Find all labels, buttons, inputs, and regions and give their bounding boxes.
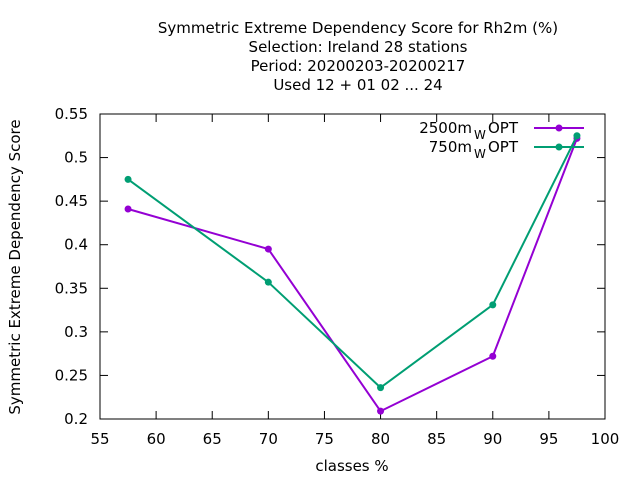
title-line-2: Selection: Ireland 28 stations [249, 38, 468, 56]
y-tick-label: 0.4 [64, 236, 88, 254]
data-point [489, 301, 497, 309]
x-axis-label: classes % [315, 457, 388, 475]
x-tick-label: 80 [371, 430, 390, 448]
x-tick-label: 65 [203, 430, 222, 448]
legend-name-sub: W [474, 128, 486, 142]
data-point [489, 352, 497, 360]
series-1 [124, 134, 581, 415]
x-tick-label: 75 [315, 430, 334, 448]
legend-swatch-point [555, 143, 563, 151]
legend-entry-2: 750m W OPT [429, 138, 584, 161]
y-axis-label: Symmetric Extreme Dependency Score [6, 119, 24, 414]
y-axis: 0.2 0.25 0.3 0.35 0.4 0.45 0.5 0.55 [55, 105, 605, 428]
x-tick-label: 55 [90, 430, 109, 448]
legend-entry-1: 2500m W OPT [419, 119, 584, 142]
title-line-4: Used 12 + 01 02 ... 24 [273, 76, 442, 94]
legend-name-sub: W [474, 147, 486, 161]
x-tick-label: 95 [539, 430, 558, 448]
x-tick-label: 70 [259, 430, 278, 448]
data-point [264, 245, 272, 253]
data-point [377, 407, 385, 415]
title-line-3: Period: 20200203-20200217 [251, 57, 466, 75]
x-tick-label: 60 [147, 430, 166, 448]
legend-name-tail: OPT [488, 138, 519, 156]
x-tick-label: 85 [427, 430, 446, 448]
data-point [264, 278, 272, 286]
series-line [127, 135, 578, 389]
x-tick-label: 90 [483, 430, 502, 448]
y-tick-label: 0.55 [55, 105, 88, 123]
chart-title: Symmetric Extreme Dependency Score for R… [158, 19, 558, 94]
y-tick-label: 0.3 [64, 323, 88, 341]
x-tick-label: 100 [591, 430, 620, 448]
y-tick-label: 0.2 [64, 410, 88, 428]
y-tick-label: 0.45 [55, 192, 88, 210]
data-point [573, 132, 581, 140]
legend-name: 2500m [419, 119, 472, 137]
data-point [377, 384, 385, 392]
legend-swatch-point [555, 124, 563, 132]
plot-frame [99, 113, 606, 420]
series-2 [124, 132, 581, 392]
data-point [124, 205, 132, 213]
series-layer [124, 132, 581, 415]
x-axis: 55 60 65 70 75 80 85 90 95 100 [90, 114, 619, 448]
legend-name-tail: OPT [488, 119, 519, 137]
y-tick-label: 0.5 [64, 149, 88, 167]
series-line [127, 138, 578, 413]
title-line-1: Symmetric Extreme Dependency Score for R… [158, 19, 558, 37]
legend-name: 750m [429, 138, 472, 156]
y-tick-label: 0.35 [55, 279, 88, 297]
data-point [124, 175, 132, 183]
y-tick-label: 0.25 [55, 366, 88, 384]
